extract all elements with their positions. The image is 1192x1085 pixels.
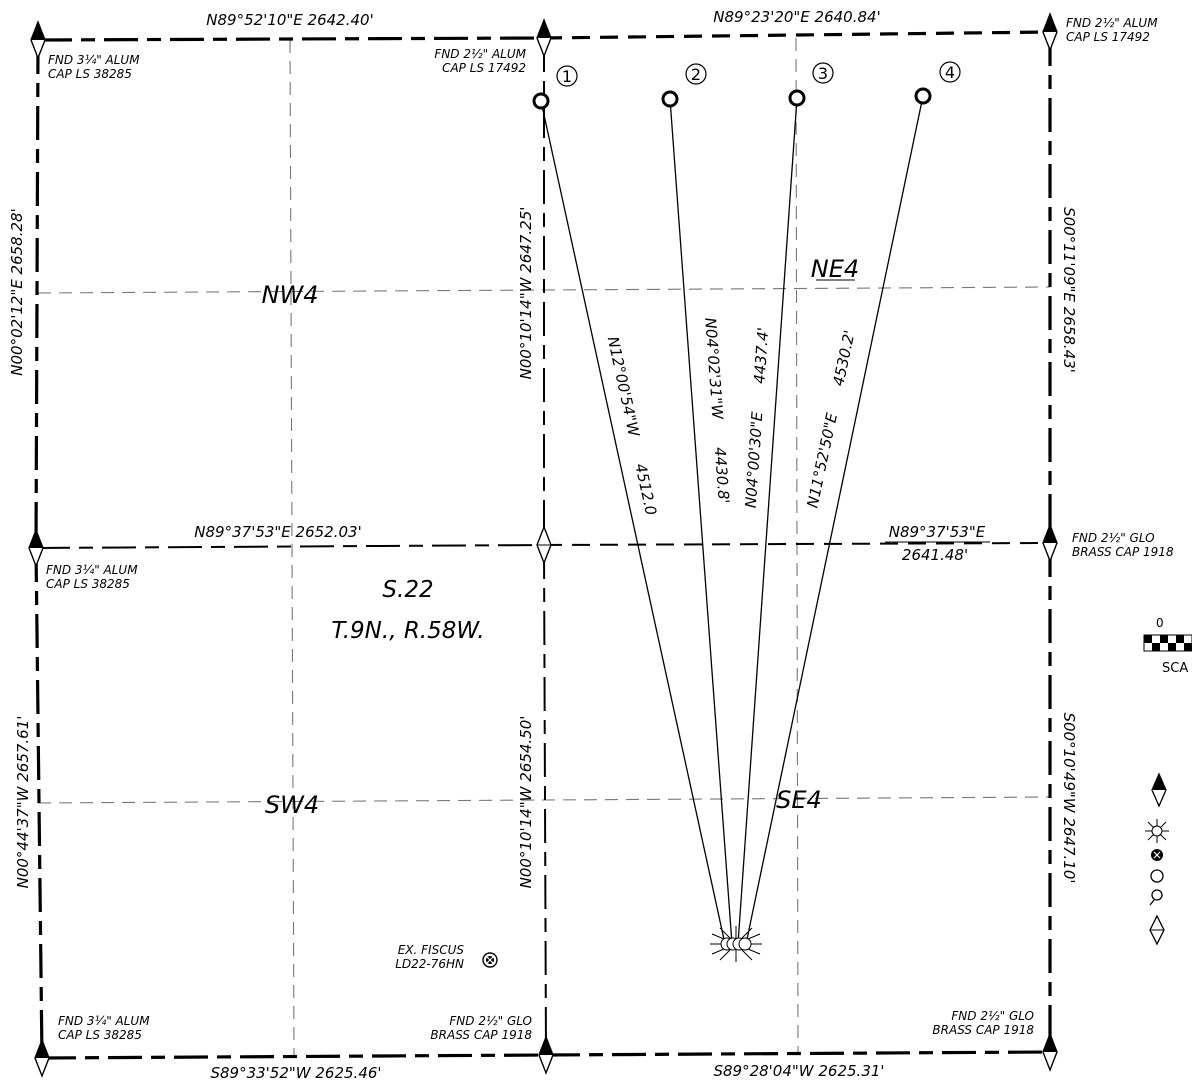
call-west-south: N00°44'37"W 2657.61' xyxy=(14,716,32,889)
well-4-label: N11°52'50"E4530.2' xyxy=(803,329,858,510)
legend-symbols xyxy=(1145,772,1169,946)
call-east-north: S00°11'09"E 2658.43' xyxy=(1060,207,1078,373)
well-numbers: 1 2 3 4 xyxy=(556,61,961,87)
call-middle-east-distance: 2641.48' xyxy=(902,546,968,564)
quarter-section-lines xyxy=(35,38,1051,1056)
note-se-corner: FND 2½" GLO BRASS CAP 1918 xyxy=(932,1009,1034,1037)
monument-e-quarter-icon xyxy=(1042,523,1058,563)
call-north-east: N89°23'20"E 2640.84' xyxy=(713,8,880,26)
monument-s-quarter-icon xyxy=(538,1035,554,1075)
note-e-quarter: FND 2½" GLO BRASS CAP 1918 xyxy=(1072,531,1174,559)
well-rays xyxy=(540,95,924,945)
township-range: T.9N., R.58W. xyxy=(331,618,484,644)
note-ne-corner: FND 2½" ALUM CAP LS 17492 xyxy=(1066,16,1158,44)
quarter-labels: NW4 NE4 SW4 SE4 xyxy=(262,255,860,819)
scale-zero: 0 xyxy=(1156,616,1164,630)
scale-bar: 0 SCA xyxy=(1143,616,1192,676)
legend-bottom-hole-icon xyxy=(1149,889,1163,906)
monument-center-icon xyxy=(536,525,552,565)
well-2-label: N04°02'31"W4430.8' xyxy=(701,317,733,504)
fiscus-icon xyxy=(482,952,498,968)
call-east-south: S00°10'49"W 2647.10' xyxy=(1060,712,1078,883)
section-name: S.22 xyxy=(382,577,433,603)
vertical-calls: N00°02'12"E 2658.28' N00°44'37"W 2657.61… xyxy=(8,207,1078,889)
call-south-east: S89°28'04"W 2625.31' xyxy=(713,1062,884,1080)
well-ray-labels: N12°00'54"W4512.0 N04°02'31"W4430.8' N04… xyxy=(604,317,859,517)
monument-sw-icon xyxy=(34,1038,50,1078)
call-middle-east-bearing: N89°37'53"E xyxy=(889,523,986,541)
legend-fiscus-icon xyxy=(1151,849,1163,861)
horizontal-calls: N89°52'10"E 2642.40' N89°23'20"E 2640.84… xyxy=(194,8,990,1082)
call-center-north: N00°10'14"W 2647.25' xyxy=(517,207,535,380)
quarter-nw: NW4 xyxy=(262,281,319,309)
monument-ne-icon xyxy=(1042,12,1058,52)
call-middle-west: N89°37'53"E 2652.03' xyxy=(194,523,361,541)
note-n-quarter: FND 2½" ALUM CAP LS 17492 xyxy=(434,47,526,75)
scale-label: SCA xyxy=(1162,661,1188,676)
legend-monument-icon xyxy=(1151,772,1167,808)
legend-calculated-corner-icon xyxy=(1149,914,1165,946)
note-fiscus: EX. FISCUS LD22-76HN xyxy=(395,943,464,971)
legend-surface-hole-icon xyxy=(1145,819,1169,843)
quarter-ne: NE4 xyxy=(811,255,859,283)
call-south-west: S89°33'52"W 2625.46' xyxy=(210,1064,381,1082)
well-number-3: 3 xyxy=(818,64,828,83)
well-number-4: 4 xyxy=(945,63,955,82)
legend-well-icon xyxy=(1150,869,1164,883)
note-sw-corner: FND 3¼" ALUM CAP LS 38285 xyxy=(58,1014,150,1042)
surface-hole-icon xyxy=(710,926,762,962)
quarter-sw: SW4 xyxy=(265,791,319,819)
note-nw-corner: FND 3¼" ALUM CAP LS 38285 xyxy=(48,53,140,81)
call-west-north: N00°02'12"E 2658.28' xyxy=(8,208,26,375)
section-boundary xyxy=(34,30,1052,1060)
well-number-1: 1 xyxy=(562,67,572,86)
monument-icons xyxy=(28,12,1058,1078)
quarter-se: SE4 xyxy=(776,786,822,814)
well-3-label: N04°00'30"E4437.4' xyxy=(742,327,773,509)
monument-notes: FND 3¼" ALUM CAP LS 38285 FND 2½" ALUM CAP… xyxy=(46,16,1174,1042)
call-north-west: N89°52'10"E 2642.40' xyxy=(206,11,373,29)
note-s-quarter: FND 2½" GLO BRASS CAP 1918 xyxy=(430,1014,532,1042)
call-center-south: N00°10'14"W 2654.50' xyxy=(517,716,535,889)
monument-se-icon xyxy=(1042,1032,1058,1072)
well-number-2: 2 xyxy=(691,65,701,84)
well-collars xyxy=(532,87,932,110)
monument-w-quarter-icon xyxy=(28,528,44,568)
monument-n-quarter-icon xyxy=(536,18,552,58)
note-w-quarter: FND 3¼" ALUM CAP LS 38285 xyxy=(46,563,138,591)
monument-nw-icon xyxy=(30,20,46,60)
section-labels: S.22 T.9N., R.58W. xyxy=(331,577,484,644)
